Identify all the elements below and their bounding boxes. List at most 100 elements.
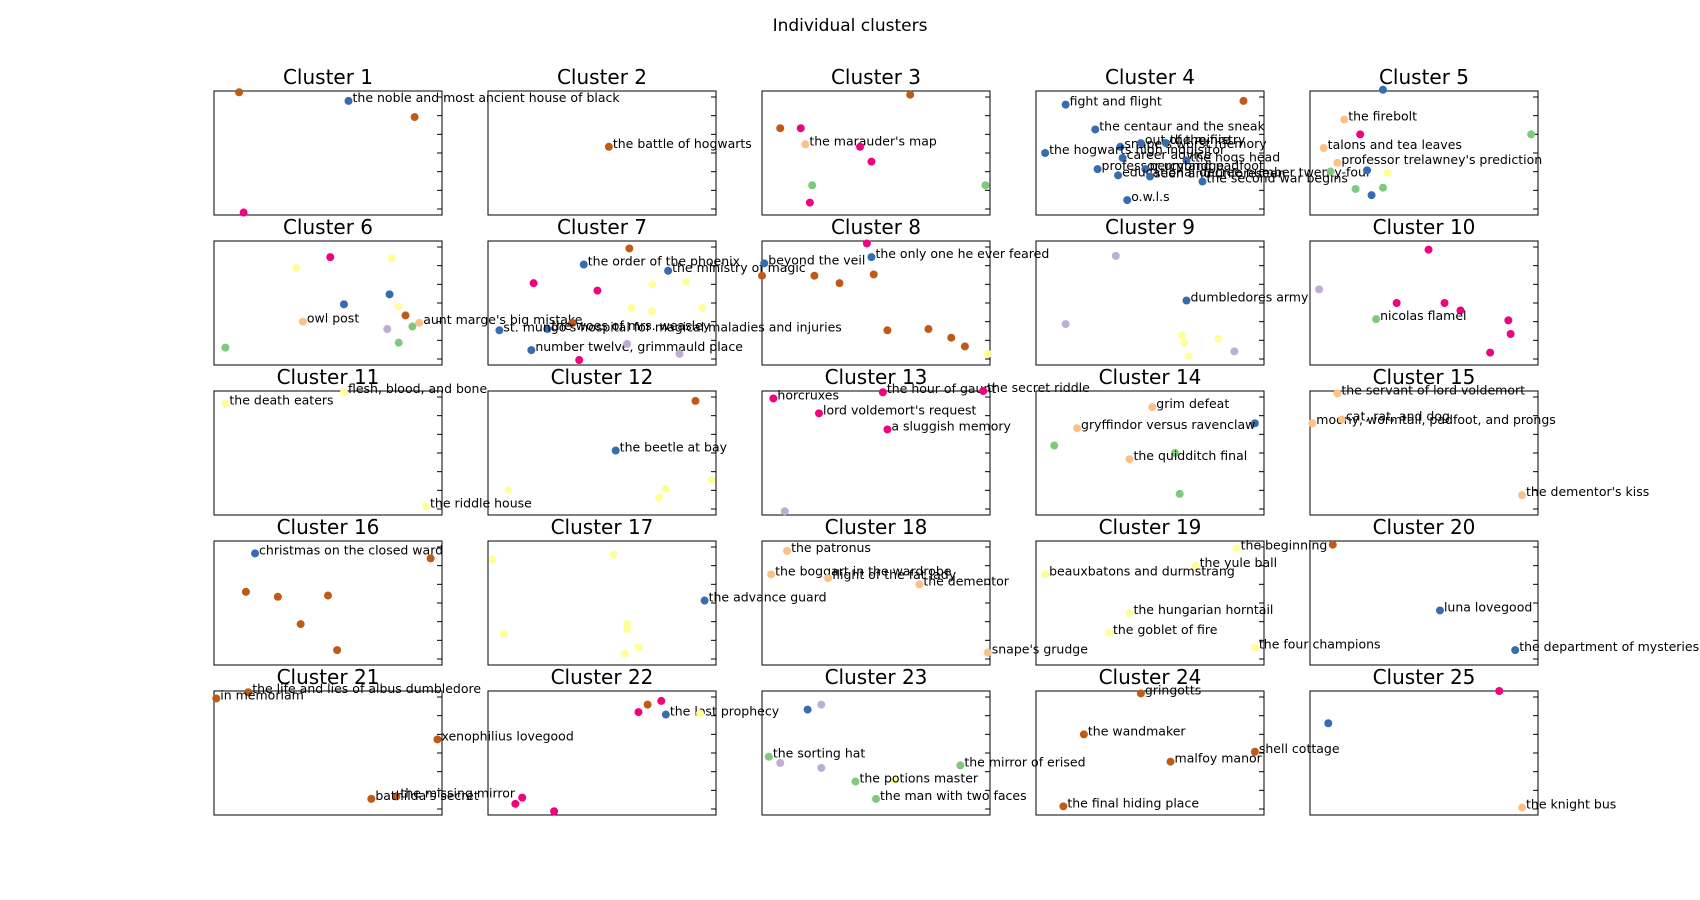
- data-point: [1177, 331, 1186, 340]
- cluster-panel: Cluster 5 the firebolt talons and tea leav…: [1309, 65, 1542, 216]
- data-point: [1125, 455, 1134, 464]
- data-point: [1148, 403, 1157, 412]
- data-point: [851, 777, 860, 786]
- point-label: the dementor: [923, 573, 1009, 588]
- point-label: the noble and most ancient house of blac…: [353, 90, 621, 105]
- data-point: [983, 648, 992, 657]
- cluster-panel: Cluster 14 grim defeat gryffindor versus r…: [1035, 365, 1265, 516]
- data-point: [1351, 184, 1360, 193]
- data-point: [983, 349, 992, 358]
- data-point: [611, 446, 620, 455]
- data-point: [1333, 158, 1342, 167]
- point-label: st. mungo's hospital for magical maladie…: [503, 319, 841, 334]
- axes-box: [213, 390, 443, 516]
- data-point: [981, 181, 990, 190]
- data-point: [776, 124, 785, 133]
- data-point: [655, 493, 663, 502]
- data-point: [367, 794, 376, 803]
- data-point: [410, 113, 419, 122]
- data-point: [529, 279, 538, 288]
- point-label: the servant of lord voldemort: [1341, 382, 1525, 397]
- point-label: the woes of mrs. weasley: [551, 318, 711, 333]
- point-label: the knight bus: [1526, 797, 1616, 812]
- data-point: [1324, 719, 1333, 728]
- data-point: [1182, 156, 1191, 165]
- point-label: professor trelawney's prediction: [1341, 152, 1542, 167]
- data-point: [1073, 424, 1082, 433]
- data-point: [1308, 419, 1317, 428]
- data-point: [867, 157, 876, 166]
- panel-title: Cluster 25: [1373, 665, 1476, 689]
- data-point: [1061, 100, 1070, 109]
- data-point: [609, 550, 618, 559]
- panel-title: Cluster 15: [1373, 365, 1476, 389]
- point-label: snape's grudge: [992, 642, 1089, 657]
- data-point: [1378, 85, 1387, 94]
- data-point: [769, 394, 778, 403]
- point-label: gringotts: [1145, 682, 1201, 697]
- point-label: christmas on the closed ward: [259, 542, 443, 557]
- point-label: the boggart in the wardrobe: [775, 563, 952, 578]
- figure-title: Individual clusters: [773, 16, 928, 36]
- data-point: [1091, 125, 1100, 134]
- cluster-panel: Cluster 9 dumbledores army: [1035, 215, 1309, 366]
- data-point: [244, 688, 253, 697]
- data-point: [326, 253, 335, 262]
- data-point: [682, 277, 691, 286]
- point-label: the four champions: [1259, 637, 1381, 652]
- point-label: number twelve, grimmauld place: [535, 339, 743, 354]
- data-point: [339, 388, 348, 397]
- data-point: [1250, 643, 1259, 652]
- data-point: [333, 646, 342, 655]
- data-point: [862, 239, 871, 248]
- panel-title: Cluster 17: [551, 515, 654, 539]
- point-label: the quidditch final: [1133, 448, 1247, 463]
- cluster-panel: Cluster 12 the beetle at bay: [487, 365, 728, 516]
- point-label: the riddle house: [430, 495, 532, 510]
- data-point: [1511, 646, 1520, 655]
- data-point: [339, 300, 348, 309]
- data-point: [273, 592, 282, 601]
- data-point: [1136, 139, 1145, 148]
- point-label: nicolas flamel: [1380, 308, 1466, 323]
- panel-frame: [1035, 690, 1265, 816]
- data-point: [817, 763, 826, 772]
- panel-frame: [487, 690, 717, 816]
- point-label: the ministry of magic: [672, 260, 806, 275]
- point-label: the hogwarts high inquisitor: [1049, 142, 1226, 157]
- point-label: the second war begins: [1206, 171, 1348, 186]
- panel-title: Cluster 13: [825, 365, 928, 389]
- data-point: [796, 124, 805, 133]
- point-label: xenophilius lovegood: [441, 728, 573, 743]
- panel-frame: [1309, 690, 1539, 816]
- data-point: [634, 643, 643, 652]
- data-point: [212, 694, 221, 703]
- panel-title: Cluster 8: [831, 215, 921, 239]
- point-label: the only one he ever feared: [875, 246, 1049, 261]
- data-point: [1486, 348, 1495, 357]
- data-point: [1171, 449, 1180, 457]
- data-point: [1079, 730, 1088, 739]
- data-point: [947, 333, 956, 342]
- data-point: [1166, 757, 1175, 766]
- data-point: [872, 794, 880, 803]
- data-point: [1041, 149, 1050, 157]
- point-label: gryffindor versus ravenclaw: [1081, 417, 1255, 432]
- panel-frame: [761, 90, 991, 216]
- panel-frame: [487, 90, 717, 216]
- data-point: [593, 286, 602, 295]
- data-point: [1136, 689, 1145, 698]
- panel-frame: [1309, 90, 1539, 216]
- cluster-panel: Cluster 20 luna lovegood the department of…: [1309, 515, 1699, 666]
- data-point: [385, 290, 394, 299]
- data-point: [235, 88, 244, 97]
- data-point: [1378, 183, 1387, 192]
- point-label: malfoy manor: [1175, 751, 1263, 766]
- panel-title: Cluster 5: [1379, 65, 1469, 89]
- panel-frame: [1035, 390, 1265, 516]
- data-point: [543, 325, 552, 334]
- data-point: [1123, 196, 1132, 205]
- data-point: [801, 140, 810, 149]
